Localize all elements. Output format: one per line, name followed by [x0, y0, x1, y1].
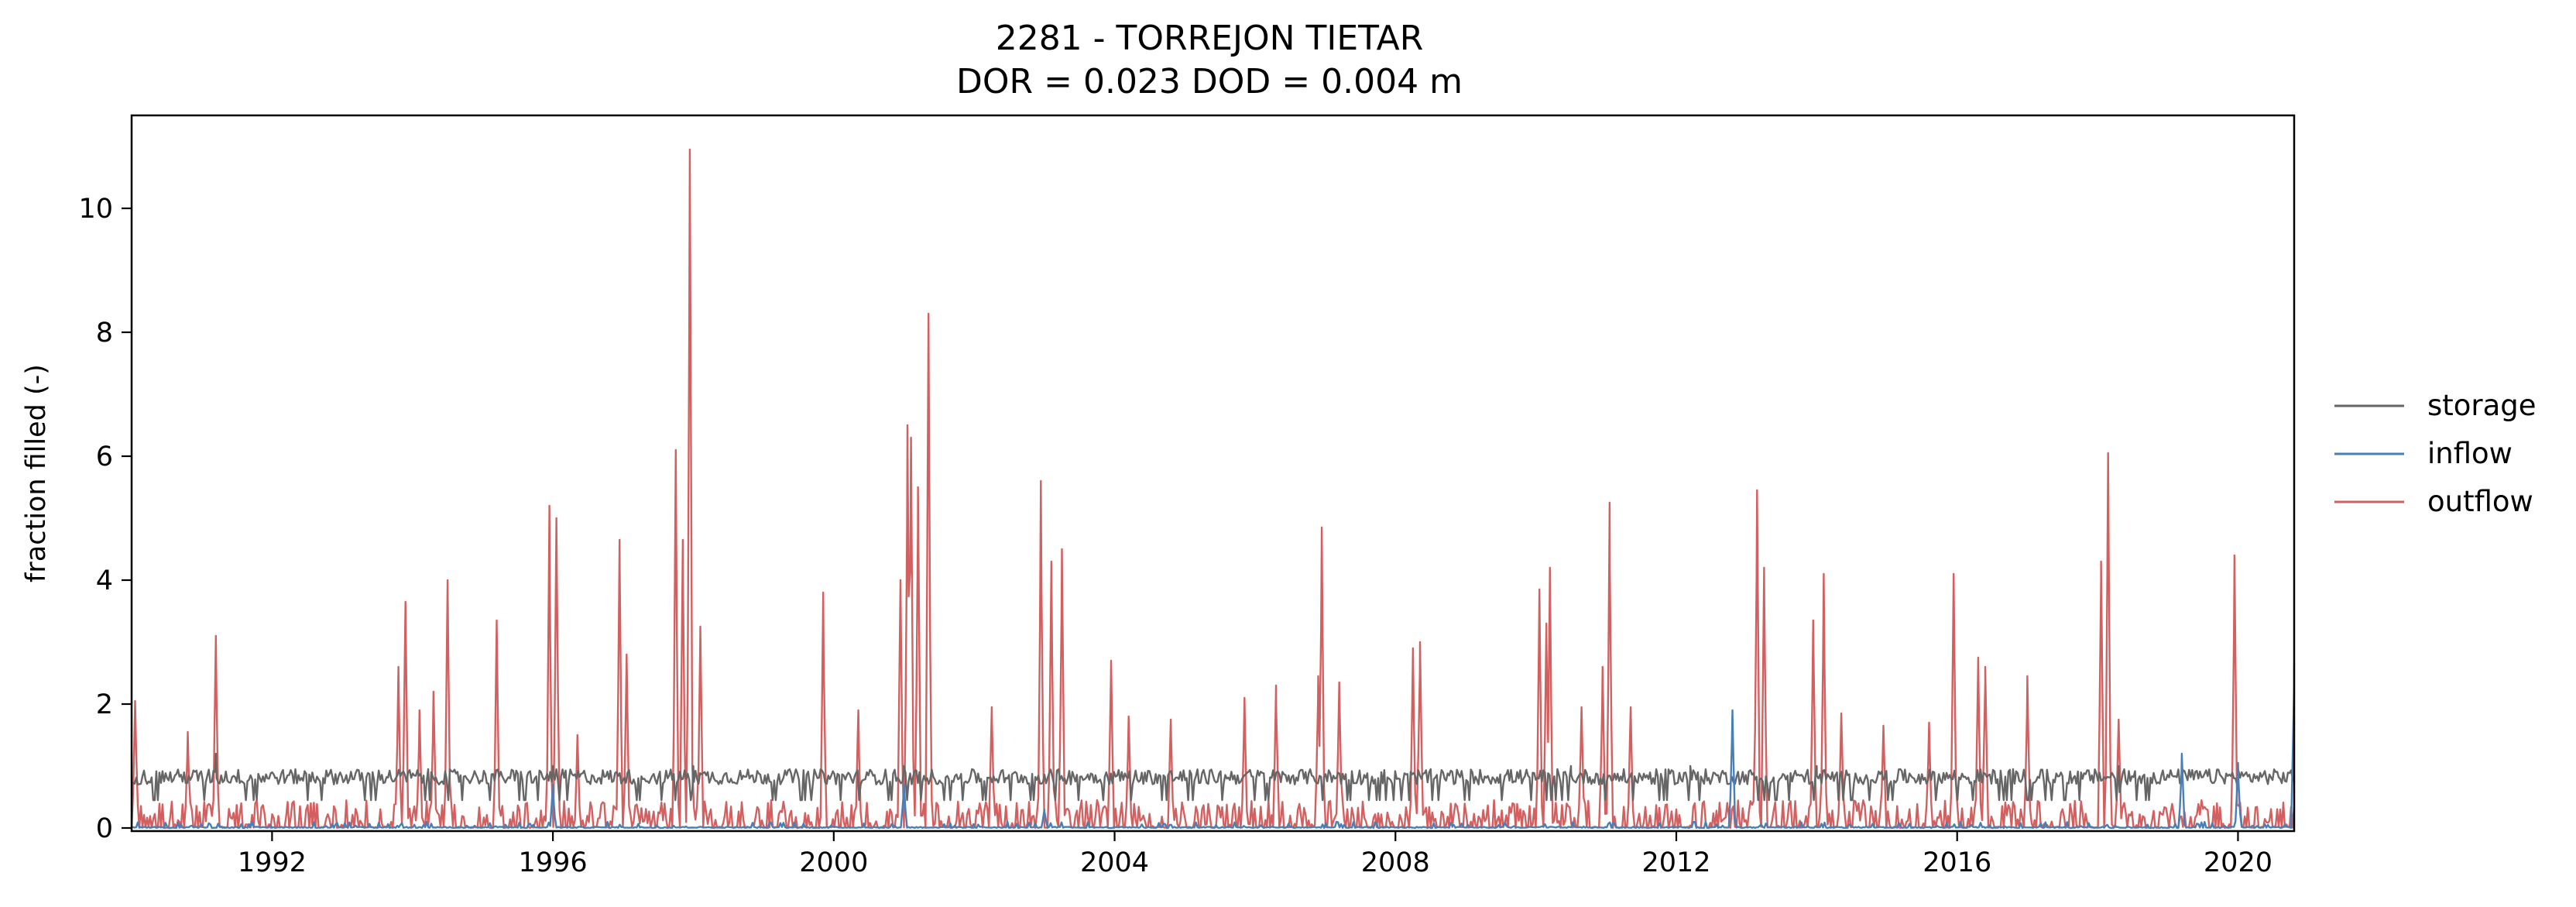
chart-title: 2281 - TORREJON TIETAR	[996, 19, 1424, 58]
series-line-storage	[132, 752, 2294, 802]
x-axis: 1992 1996 2000 2004 2008 2012 2016 2020	[238, 831, 2272, 878]
series-layer	[132, 148, 2294, 830]
legend-label-inflow: inflow	[2427, 437, 2513, 470]
series-line-inflow	[132, 667, 2294, 830]
series-line-outflow	[132, 148, 2294, 830]
legend-label-outflow: outflow	[2427, 485, 2533, 518]
y-tick-label: 6	[96, 441, 113, 472]
plot-area-frame	[130, 114, 2296, 833]
legend-label-storage: storage	[2427, 389, 2537, 422]
y-tick-label: 2	[96, 689, 113, 720]
legend: storage inflow outflow	[2334, 389, 2537, 518]
y-axis: 0 2 4 6 8 10	[78, 194, 132, 844]
y-tick-label: 4	[96, 565, 113, 596]
x-tick-label: 1996	[519, 847, 588, 878]
x-tick-label: 2008	[1361, 847, 1430, 878]
y-tick-label: 0	[96, 813, 113, 844]
y-tick-label: 10	[78, 194, 113, 225]
x-tick-label: 1992	[238, 847, 307, 878]
x-tick-label: 2004	[1080, 847, 1149, 878]
x-tick-label: 2016	[1923, 847, 1991, 878]
y-tick-label: 8	[96, 318, 113, 349]
x-tick-label: 2012	[1641, 847, 1710, 878]
x-tick-label: 2000	[799, 847, 868, 878]
chart-subtitle: DOR = 0.023 DOD = 0.004 m	[956, 62, 1463, 101]
y-axis-label: fraction filled (-)	[21, 364, 52, 582]
x-tick-label: 2020	[2204, 847, 2272, 878]
